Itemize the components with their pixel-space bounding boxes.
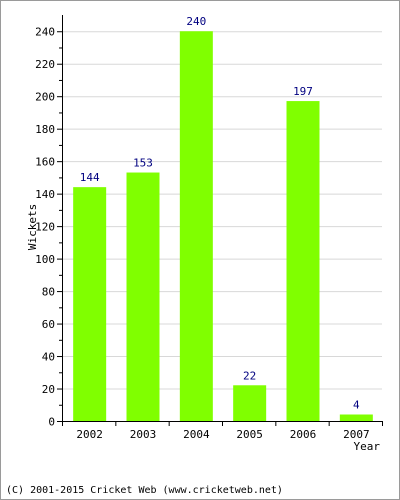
- bar-chart: 0 20 40 60 80 100 120 140 160 180 200 220 240 144 2002…: [26, 15, 383, 453]
- data-label-2004: 240: [186, 15, 206, 28]
- data-label-2003: 153: [133, 157, 153, 170]
- y-tick-label: 100: [35, 253, 55, 266]
- x-axis-title: Year: [354, 440, 381, 453]
- y-tick-label: 80: [42, 286, 55, 299]
- y-tick-label: 20: [42, 383, 55, 396]
- bar-2003: [126, 172, 160, 421]
- y-tick-label: 0: [48, 416, 55, 429]
- bar-2006: [286, 101, 320, 422]
- y-tick-label: 120: [35, 221, 55, 234]
- bar-2002: [73, 187, 107, 421]
- grid-lines: [62, 31, 382, 390]
- labels: 0 20 40 60 80 100 120 140 160 180 200 220 240 144 2002…: [26, 15, 380, 453]
- y-tick-label: 60: [42, 318, 55, 331]
- y-tick-label: 140: [35, 188, 55, 201]
- y-tick-label: 220: [35, 58, 55, 71]
- x-tick-label: 2005: [236, 428, 263, 441]
- bar-2004: [179, 31, 213, 422]
- bar-2005: [233, 385, 267, 421]
- y-axis-title: Wickets: [26, 204, 39, 250]
- x-tick-label: 2006: [290, 428, 317, 441]
- x-tick-label: 2004: [183, 428, 210, 441]
- data-label-2005: 22: [243, 369, 256, 382]
- x-tick-label: 2002: [76, 428, 103, 441]
- data-label-2002: 144: [80, 171, 100, 184]
- x-tick-label: 2003: [130, 428, 157, 441]
- y-tick-label: 160: [35, 156, 55, 169]
- y-tick-label: 180: [35, 123, 55, 136]
- bars: [73, 31, 373, 422]
- data-label-2007: 4: [353, 399, 360, 412]
- y-tick-label: 40: [42, 351, 55, 364]
- copyright-footer: (C) 2001-2015 Cricket Web (www.cricketwe…: [6, 485, 283, 496]
- axes: [57, 15, 383, 426]
- data-label-2006: 197: [293, 85, 313, 98]
- bar-2007: [339, 414, 373, 421]
- y-tick-label: 200: [35, 91, 55, 104]
- x-tick-label: 2007: [343, 428, 370, 441]
- y-tick-label: 240: [35, 26, 55, 39]
